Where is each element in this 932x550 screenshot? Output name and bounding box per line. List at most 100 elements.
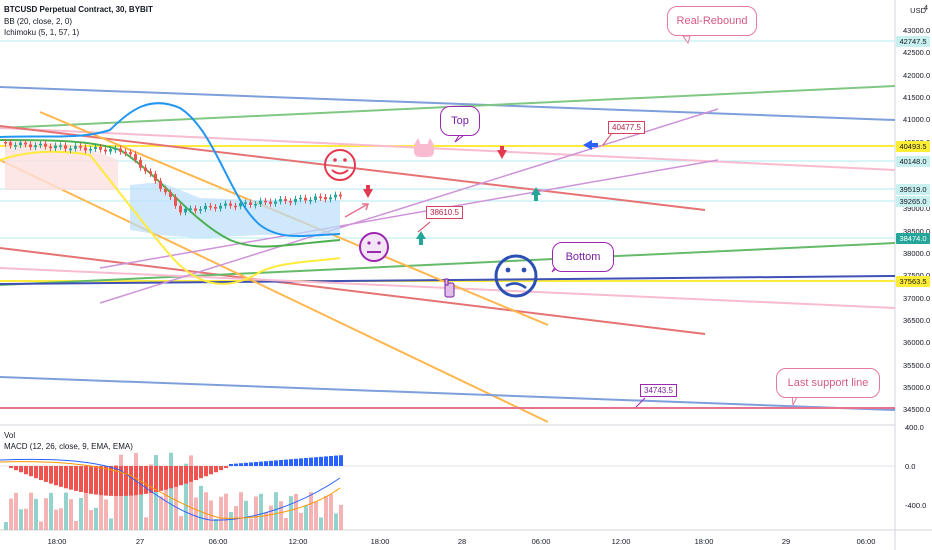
volume-bar: [184, 463, 188, 530]
macd-histogram-bar: [204, 466, 208, 477]
macd-axis-tick: 0.0: [905, 462, 916, 471]
currency-label[interactable]: USD: [910, 6, 926, 15]
price-axis-tick: 38000.0: [903, 249, 931, 258]
candle: [309, 199, 312, 202]
volume-legend[interactable]: Vol: [4, 431, 16, 440]
macd-histogram-bar: [274, 460, 278, 466]
arrow-down-icon: [497, 150, 507, 159]
macd-histogram-bar: [209, 466, 213, 475]
callout-top[interactable]: Top: [440, 106, 480, 136]
macd-histogram-bar: [284, 459, 288, 466]
volume-bar: [139, 470, 143, 530]
price-tag[interactable]: 38610.5: [426, 206, 463, 219]
macd-histogram-bar: [339, 455, 343, 466]
macd-histogram-bar: [294, 458, 298, 466]
candle: [64, 145, 67, 149]
macd-histogram-bar: [179, 466, 183, 486]
volume-bar: [59, 508, 63, 530]
macd-histogram-bar: [164, 466, 168, 490]
volume-bar: [149, 464, 153, 530]
price-label: 37563.5: [896, 276, 930, 287]
trendline-red-upper: [0, 125, 706, 211]
tag-leader: [635, 397, 646, 408]
macd-histogram-bar: [19, 466, 23, 473]
macd-histogram-bar: [244, 462, 248, 466]
volume-bar: [204, 492, 208, 530]
volume-bar: [4, 522, 8, 530]
indicator-bb-legend[interactable]: BB (20, close, 2, 0): [4, 17, 73, 26]
volume-bar: [109, 518, 113, 530]
price-tag[interactable]: 40477.5: [608, 121, 645, 134]
bb-lower: [0, 150, 341, 285]
macd-histogram-bar: [64, 466, 68, 489]
macd-histogram-bar: [234, 463, 238, 466]
hand-pointer-icon: [444, 278, 455, 298]
smiley-confused-icon: [494, 254, 538, 298]
candle: [164, 188, 167, 193]
macd-histogram-bar: [104, 466, 108, 496]
candle: [34, 145, 37, 148]
volume-bar: [259, 493, 263, 530]
macd-histogram-bar: [249, 462, 253, 466]
volume-bar: [239, 492, 243, 530]
volume-bar: [274, 492, 278, 530]
candle: [79, 146, 82, 148]
macd-histogram-bar: [319, 456, 323, 466]
time-tick: 18:00: [370, 537, 390, 546]
volume-bar: [104, 499, 108, 530]
volume-bar: [39, 521, 43, 530]
indicator-ichimoku-legend[interactable]: Ichimoku (5, 1, 57, 1): [4, 28, 80, 37]
candle: [154, 173, 157, 181]
macd-histogram-bar: [329, 456, 333, 466]
price-tag[interactable]: 34743.5: [640, 384, 677, 397]
candle: [294, 198, 297, 203]
smiley-happy-icon: [324, 149, 356, 181]
candle: [124, 151, 127, 154]
volume-bar: [89, 510, 93, 530]
candle: [289, 201, 292, 203]
candle: [219, 205, 222, 209]
candle: [59, 145, 62, 147]
candle: [199, 209, 202, 211]
candle: [284, 199, 287, 202]
volume-bar: [144, 517, 148, 530]
volume-bar: [74, 520, 78, 530]
macd-histogram-bar: [254, 462, 258, 466]
macd-histogram-bar: [144, 466, 148, 494]
volume-bar: [189, 455, 193, 530]
callout-bottom[interactable]: Bottom: [552, 242, 614, 272]
macd-histogram-bar: [84, 466, 88, 493]
candle: [299, 197, 302, 200]
macd-histogram-bar: [109, 466, 113, 496]
candle: [319, 196, 322, 199]
price-axis-tick: 35000.0: [903, 382, 931, 392]
volume-bar: [34, 498, 38, 530]
macd-histogram-bar: [114, 466, 118, 496]
callout-last-support[interactable]: Last support line: [776, 368, 880, 398]
volume-bar: [99, 492, 103, 530]
candle: [234, 205, 237, 208]
arrow-up-icon: [531, 187, 541, 195]
macd-histogram-bar: [129, 466, 133, 496]
candle: [134, 154, 137, 160]
candle: [184, 208, 187, 213]
candle: [169, 192, 172, 197]
candle: [194, 208, 197, 211]
callout-real-rebound[interactable]: Real-Rebound: [667, 6, 757, 36]
macd-legend[interactable]: MACD (12, 26, close, 9, EMA, EMA): [4, 442, 133, 451]
candle: [144, 167, 147, 172]
candle: [4, 142, 7, 144]
macd-histogram-bar: [149, 466, 153, 493]
volume-bar: [159, 496, 163, 530]
volume-bar: [314, 501, 318, 530]
candle: [84, 147, 87, 151]
bb-upper: [0, 102, 341, 238]
macd-histogram-bar: [264, 461, 268, 466]
time-tick: 27: [135, 537, 145, 546]
macd-histogram-bar: [54, 466, 58, 486]
candle: [99, 147, 102, 150]
price-axis-tick: 36000.0: [903, 338, 931, 348]
macd-histogram-bar: [14, 466, 18, 471]
price-axis-tick: 42000.0: [903, 70, 931, 80]
